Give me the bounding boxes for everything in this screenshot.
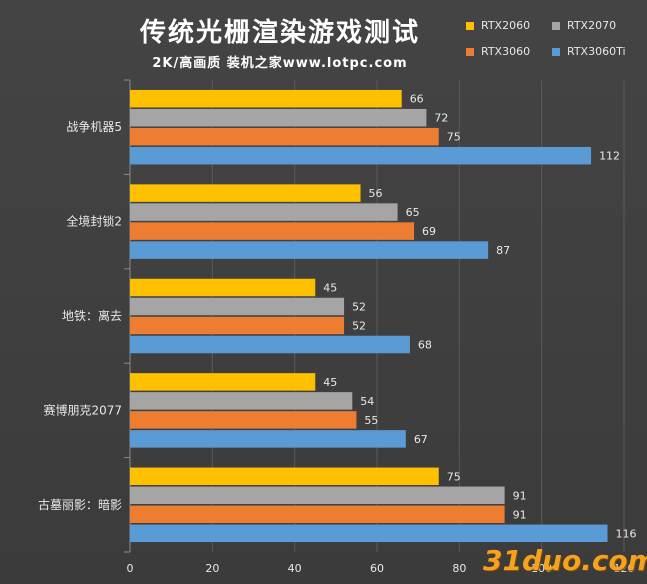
bar-rtx3060-1	[130, 222, 415, 240]
bar-rtx2060-3	[130, 373, 316, 391]
legend-swatch-rtx3060ti	[552, 47, 560, 56]
category-label-4: 古墓丽影：暗影	[38, 497, 122, 512]
bar-rtx2070-4	[130, 486, 505, 505]
bar-rtx3060ti-1	[130, 241, 489, 259]
bar-rtx3060ti-3	[130, 430, 406, 448]
data-label-rtx3060ti-3: 67	[414, 433, 428, 446]
bar-rtx3060-0	[130, 127, 439, 146]
data-label-rtx3060-2: 52	[352, 320, 366, 333]
category-label-1: 全境封锁2	[66, 214, 122, 229]
data-label-rtx3060-3: 55	[364, 414, 378, 427]
legend-item-rtx3060: RTX3060	[466, 45, 530, 58]
legend-label-rtx3060ti: RTX3060Ti	[567, 45, 626, 58]
bar-rtx2060-2	[130, 278, 316, 297]
legend-label-rtx2070: RTX2070	[567, 19, 617, 32]
chart-title: 传统光栅渲染游戏测试	[139, 18, 420, 48]
x-tick-label-60: 60	[370, 562, 384, 575]
bar-rtx3060-3	[130, 411, 357, 429]
data-label-rtx2060-0: 66	[410, 93, 424, 106]
legend-swatch-rtx2060	[466, 21, 474, 30]
data-label-rtx2070-3: 54	[360, 395, 374, 408]
data-label-rtx3060ti-4: 116	[616, 527, 637, 540]
bar-rtx2060-1	[130, 184, 361, 202]
legend-label-rtx2060: RTX2060	[481, 19, 531, 32]
bar-rtx2060-0	[130, 89, 402, 108]
bar-rtx3060ti-4	[130, 524, 608, 543]
bar-rtx2060-4	[130, 467, 439, 486]
bar-rtx2070-3	[130, 392, 353, 410]
x-tick-label-100: 100	[531, 562, 552, 575]
data-label-rtx2070-0: 72	[434, 112, 448, 125]
data-label-rtx3060-0: 75	[447, 131, 461, 144]
chart-subtitle: 2K/高画质 装机之家www.lotpc.com	[152, 56, 408, 71]
data-label-rtx2060-4: 75	[447, 470, 461, 483]
bar-rtx3060-2	[130, 316, 345, 335]
x-tick-label-40: 40	[288, 562, 302, 575]
bar-rtx2070-2	[130, 297, 345, 316]
data-label-rtx2070-4: 91	[513, 489, 527, 502]
data-label-rtx3060ti-0: 112	[599, 150, 620, 163]
data-label-rtx3060ti-2: 68	[418, 339, 432, 352]
bar-rtx3060ti-2	[130, 335, 410, 354]
legend-swatch-rtx3060	[466, 47, 474, 56]
legend-label-rtx3060: RTX3060	[481, 45, 531, 58]
category-label-0: 战争机器5	[66, 120, 122, 134]
bar-rtx2070-0	[130, 108, 427, 127]
legend-item-rtx2070: RTX2070	[552, 19, 616, 32]
x-tick-label-0: 0	[127, 562, 134, 575]
bar-rtx3060ti-0	[130, 146, 592, 165]
legend-swatch-rtx2070	[552, 21, 560, 30]
x-tick-label-20: 20	[205, 562, 219, 575]
data-label-rtx2070-2: 52	[352, 301, 366, 314]
bar-rtx2070-1	[130, 203, 398, 221]
data-label-rtx2060-3: 45	[323, 376, 337, 389]
x-tick-label-80: 80	[452, 562, 466, 575]
legend-item-rtx3060ti: RTX3060Ti	[552, 45, 626, 58]
chart-legend: RTX2060 RTX2070 RTX3060 RTX3060Ti	[462, 14, 642, 64]
data-label-rtx2060-2: 45	[323, 282, 337, 295]
x-tick-label-120: 120	[614, 562, 635, 575]
category-label-3: 赛博朋克2077	[43, 402, 122, 417]
data-label-rtx2070-1: 65	[406, 206, 420, 219]
legend-item-rtx2060: RTX2060	[466, 19, 530, 32]
bar-rtx3060-4	[130, 505, 505, 524]
data-label-rtx3060-1: 69	[422, 225, 436, 238]
data-label-rtx2060-1: 56	[369, 187, 383, 200]
watermark-logo: 31duo.com	[483, 544, 647, 577]
data-label-rtx3060-4: 91	[513, 508, 527, 521]
data-label-rtx3060ti-1: 87	[496, 244, 510, 257]
category-label-2: 地铁：离去	[62, 308, 122, 323]
